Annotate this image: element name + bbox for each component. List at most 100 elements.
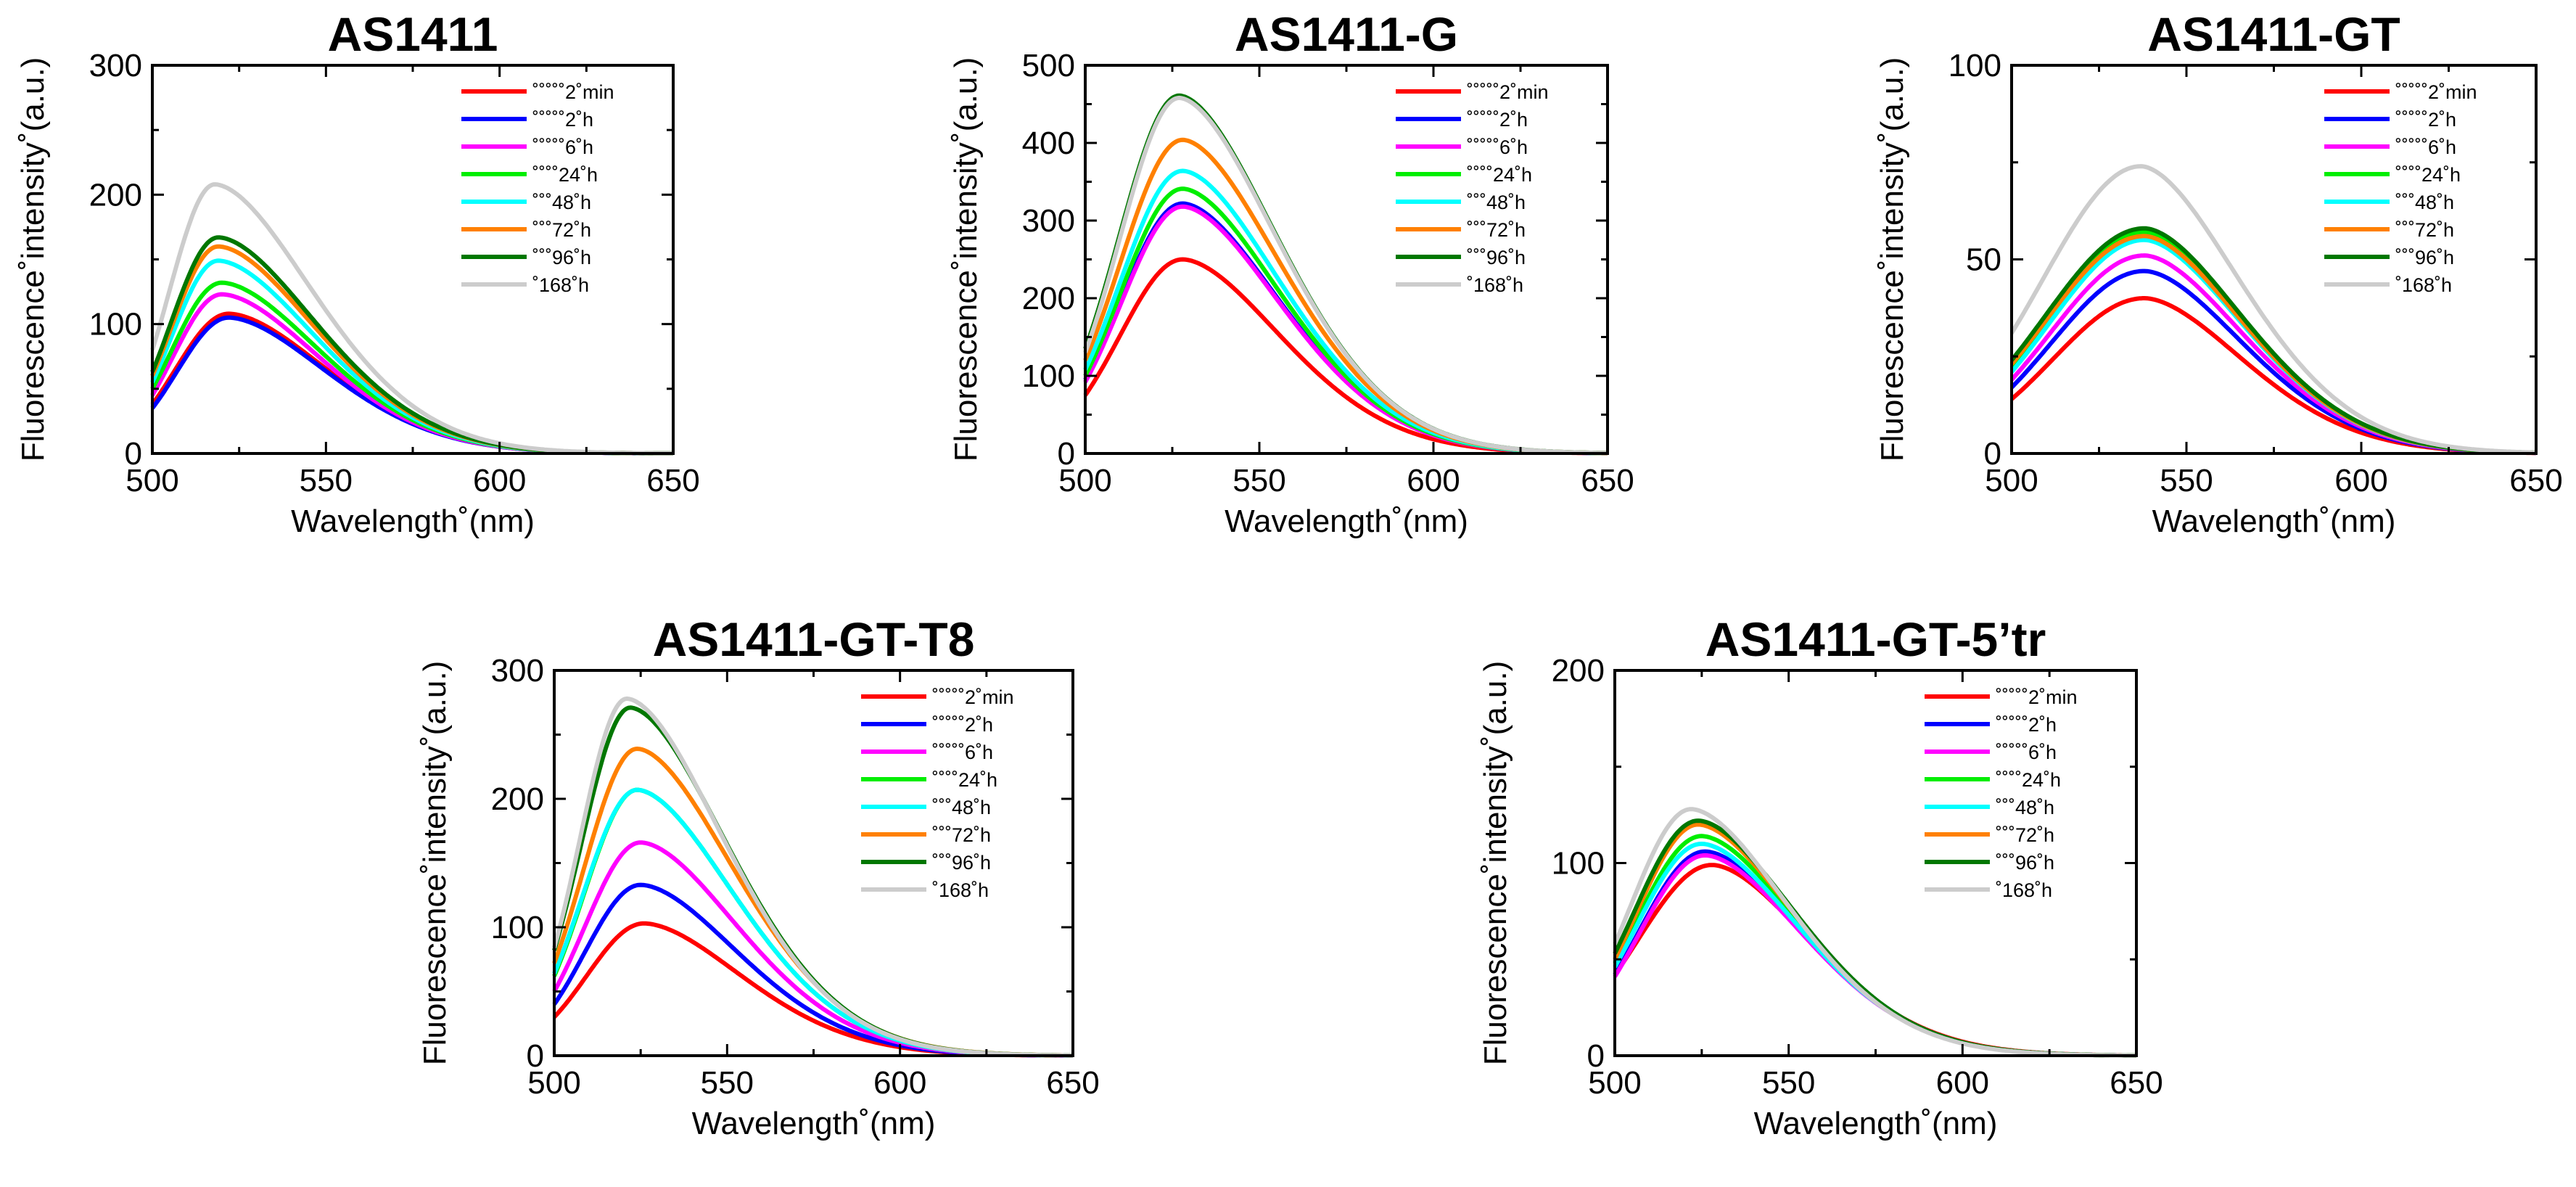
x-tick-label: 500 [125,463,178,498]
legend-label: ˚168˚h [532,274,589,296]
x-tick-label: 550 [701,1065,754,1101]
legend-label: ˚˚˚96˚h [932,852,991,874]
legend-label: ˚˚˚˚24˚h [532,164,598,186]
legend-label: ˚˚˚48˚h [1467,192,1526,213]
series-line [1613,849,2137,1058]
legend-label: ˚˚˚96˚h [1467,247,1526,268]
y-axis-label: Fluorescence˚intensity˚(a.u.) [15,57,51,462]
legend-label: ˚˚˚˚˚2˚h [532,109,593,131]
legend-label: ˚˚˚˚˚2˚h [2395,109,2456,131]
x-tick-label: 500 [1985,463,2038,498]
series-line [552,787,1074,1058]
y-tick-label: 300 [89,48,142,83]
series-line [1613,853,2137,1058]
legend-label: ˚˚˚72˚h [1996,824,2054,846]
legend-label: ˚˚˚˚˚2˚min [1467,81,1548,103]
y-axis-label: Fluorescence˚intensity˚(a.u.) [1875,57,1910,462]
legend-label: ˚168˚h [2395,274,2452,296]
chart-panel: AS1411-G 500 550 600 650 0 100 200 300 400 500 Wave… [948,7,1634,539]
legend-label: ˚˚˚72˚h [1467,219,1526,241]
legend-label: ˚˚˚˚˚6˚h [2395,136,2456,158]
series-line [1083,204,1608,456]
x-axis-label: Wavelength˚(nm) [2152,504,2396,539]
y-tick-label: 0 [1058,436,1075,472]
x-tick-label: 550 [1233,463,1285,498]
chart-panel: AS1411-GT-T8 500 550 600 650 0 100 200 300 Wavele… [417,612,1100,1141]
legend-label: ˚˚˚48˚h [532,192,591,213]
chart-title: AS1411 [328,7,498,61]
x-tick-label: 550 [2160,463,2213,498]
chart-panel: AS1411 500 550 600 650 0 100 200 300 Wavelength˚(… [15,7,700,539]
series-line [552,787,1074,1058]
legend-label: ˚˚˚˚˚2˚min [932,686,1013,708]
legend-label: ˚˚˚˚˚6˚h [1996,742,2057,763]
series-line [2009,234,2537,455]
legend-label: ˚˚˚˚˚2˚h [1996,714,2057,736]
plot-frame [151,64,675,455]
legend-label: ˚˚˚˚˚6˚h [1467,136,1528,158]
legend-label: ˚168˚h [1467,274,1523,296]
chart-panel: AS1411-GT-5’tr 500 550 600 650 0 100 200 Wavelen… [1478,612,2163,1141]
series-line [552,882,1074,1058]
legend-label: ˚˚˚˚˚2˚min [532,81,614,103]
legend-label: ˚˚˚72˚h [2395,219,2454,241]
series-line [1083,201,1608,456]
series-line [150,315,674,456]
y-tick-label: 100 [1552,846,1605,882]
series-line [552,840,1074,1058]
y-axis-label: Fluorescence˚intensity˚(a.u.) [417,661,453,1066]
series-line [1083,186,1608,456]
series-line [2009,226,2537,455]
x-axis-label: Wavelength˚(nm) [291,504,535,539]
y-tick-label: 200 [89,177,142,213]
chart-title: AS1411-GT-T8 [653,612,975,666]
y-tick-label: 400 [1022,126,1075,161]
x-tick-label: 550 [1762,1065,1815,1101]
chart-title: AS1411-GT-5’tr [1705,612,2046,666]
legend-label: ˚˚˚˚˚2˚min [2395,81,2477,103]
x-tick-label: 650 [646,463,699,498]
legend-label: ˚˚˚48˚h [1996,797,2054,818]
x-tick-label: 500 [527,1065,580,1101]
x-tick-label: 600 [1936,1065,1989,1101]
x-axis-label: Wavelength˚(nm) [1225,504,1468,539]
y-tick-label: 0 [1587,1038,1605,1074]
x-tick-label: 500 [1588,1065,1641,1101]
x-tick-label: 650 [2110,1065,2163,1101]
legend-label: ˚˚˚˚˚6˚h [532,136,593,158]
legend-label: ˚˚˚˚24˚h [2395,164,2461,186]
legend-label: ˚˚˚˚˚2˚h [932,714,993,736]
series-line [2009,164,2537,455]
series-line [150,280,674,456]
y-tick-label: 300 [1022,203,1075,239]
chart-title: AS1411-G [1235,7,1458,61]
legend-label: ˚˚˚48˚h [2395,192,2454,213]
legend-label: ˚˚˚˚˚2˚h [1467,109,1528,131]
y-tick-label: 300 [491,653,544,689]
x-tick-label: 650 [1046,1065,1099,1101]
y-tick-label: 100 [89,307,142,342]
x-axis-label: Wavelength˚(nm) [692,1106,936,1141]
x-tick-label: 500 [1058,463,1111,498]
legend-label: ˚˚˚˚24˚h [1467,164,1532,186]
series-line [1613,842,2137,1058]
legend-label: ˚˚˚96˚h [1996,852,2054,874]
chart-title: AS1411-GT [2147,7,2400,61]
x-tick-label: 550 [300,463,353,498]
x-tick-label: 600 [473,463,526,498]
y-tick-label: 0 [527,1038,544,1074]
y-tick-label: 100 [1022,358,1075,394]
x-tick-label: 650 [1581,463,1634,498]
legend-label: ˚˚˚˚˚2˚min [1996,686,2077,708]
y-tick-label: 0 [125,436,142,472]
legend-label: ˚˚˚96˚h [532,247,591,268]
y-tick-label: 200 [1022,281,1075,316]
x-tick-label: 600 [1407,463,1460,498]
legend-label: ˚˚˚˚24˚h [932,769,997,791]
y-axis-label: Fluorescence˚intensity˚(a.u.) [948,57,984,462]
y-tick-label: 100 [1949,48,2001,83]
y-tick-label: 200 [491,781,544,817]
series-line [150,311,674,456]
legend-label: ˚˚˚72˚h [932,824,991,846]
